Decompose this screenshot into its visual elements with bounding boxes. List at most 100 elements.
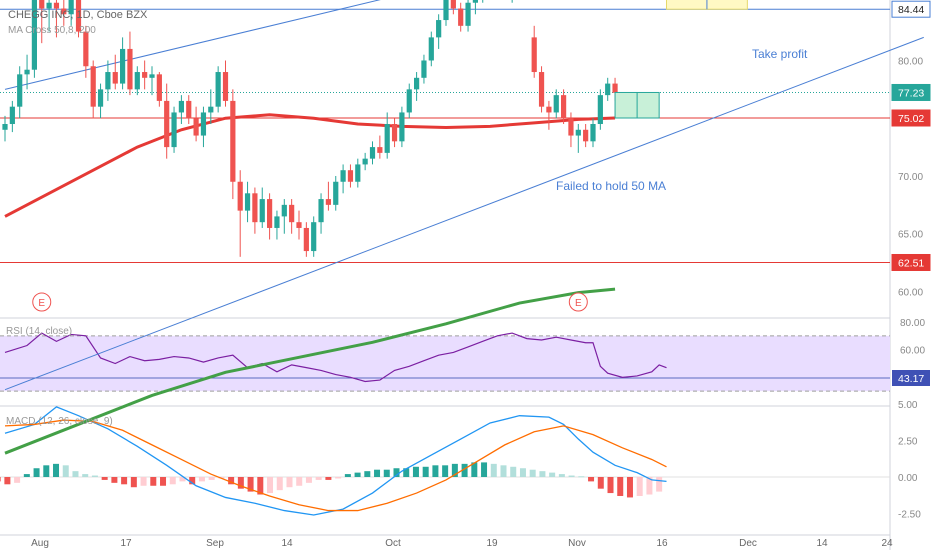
failed-hold-label: Failed to hold 50 MA bbox=[556, 179, 666, 193]
x-tick-label: 24 bbox=[881, 538, 893, 549]
macd-histogram-bar bbox=[4, 477, 11, 485]
candle-body bbox=[75, 0, 82, 32]
macd-histogram-bar bbox=[296, 477, 303, 486]
chart-title: CHEGG INC, 1D, Cboe BZX bbox=[8, 9, 148, 21]
candle-body bbox=[127, 48, 133, 90]
macd-histogram-bar bbox=[471, 462, 478, 477]
ma-legend-label: MA Cross 50,8, 200 bbox=[8, 25, 96, 36]
x-tick-label: Nov bbox=[568, 538, 586, 549]
macd-tick-label: -2.50 bbox=[898, 510, 921, 521]
candle-body bbox=[53, 2, 60, 9]
macd-histogram-bar bbox=[344, 474, 351, 477]
macd-histogram-bar bbox=[62, 465, 69, 477]
macd-tick-label: 5.00 bbox=[898, 400, 918, 411]
candle-body bbox=[575, 129, 581, 136]
candle-body bbox=[17, 74, 23, 107]
rsi-line bbox=[4, 332, 667, 383]
macd-histogram-bar bbox=[286, 477, 293, 488]
price-label: 77.23 bbox=[898, 87, 924, 99]
candle-body bbox=[83, 31, 89, 67]
candle-body bbox=[340, 170, 346, 182]
trend-line bbox=[4, 36, 924, 391]
y-tick-label: 80.00 bbox=[898, 56, 923, 67]
candle-body bbox=[605, 83, 611, 96]
candle-body bbox=[164, 100, 170, 148]
candle-body bbox=[46, 2, 52, 9]
candle-body bbox=[531, 37, 537, 73]
macd-histogram-bar bbox=[267, 477, 274, 494]
candle-body bbox=[612, 83, 618, 93]
candle-body bbox=[583, 129, 589, 142]
macd-histogram-bar bbox=[422, 466, 429, 477]
y-tick-label: 70.00 bbox=[898, 172, 923, 183]
macd-histogram-bar bbox=[607, 477, 614, 494]
macd-histogram-bar bbox=[33, 468, 40, 477]
candle-body bbox=[406, 89, 412, 113]
macd-histogram-bar bbox=[111, 477, 118, 483]
macd-histogram-bar bbox=[150, 477, 157, 486]
candle-body bbox=[208, 106, 214, 113]
macd-histogram-bar bbox=[101, 477, 108, 480]
earnings-marker-label: E bbox=[38, 298, 45, 309]
macd-histogram-bar bbox=[500, 465, 507, 477]
x-tick-label: Sep bbox=[206, 538, 224, 549]
macd-histogram-bar bbox=[160, 477, 167, 486]
macd-histogram-bar bbox=[393, 468, 400, 477]
rsi-legend-label: RSI (14, close) bbox=[6, 326, 72, 337]
macd-histogram-bar bbox=[247, 477, 254, 492]
candle-body bbox=[39, 0, 45, 9]
candle-body bbox=[333, 181, 339, 205]
candle-body bbox=[428, 37, 434, 61]
candle-body bbox=[222, 72, 229, 101]
candle-body bbox=[2, 124, 8, 130]
candle-body bbox=[362, 158, 368, 165]
candle-body bbox=[443, 0, 449, 21]
axis-layer: 80.0075.0070.0065.0060.0090.1484.4477.23… bbox=[31, 0, 931, 549]
macd-histogram-bar bbox=[364, 471, 371, 477]
macd-histogram-bar bbox=[335, 477, 342, 479]
macd-histogram-bar bbox=[257, 477, 264, 495]
macd-histogram-bar bbox=[0, 477, 1, 482]
candle-body bbox=[311, 222, 317, 252]
candle-body bbox=[156, 74, 162, 101]
candle-body bbox=[178, 100, 184, 113]
candle-body bbox=[31, 0, 37, 70]
macd-histogram-bar bbox=[325, 477, 332, 480]
macd-histogram-bar bbox=[14, 477, 21, 483]
candle-body bbox=[318, 199, 324, 223]
macd-histogram-bar bbox=[403, 468, 410, 477]
candle-body bbox=[200, 112, 207, 136]
candle-body bbox=[68, 0, 74, 15]
macd-signal-line bbox=[4, 419, 667, 512]
rsi-value-box bbox=[892, 370, 930, 386]
macd-histogram-bar bbox=[305, 477, 312, 483]
macd-histogram-bar bbox=[121, 477, 128, 485]
candle-body bbox=[355, 164, 361, 182]
candle-body bbox=[9, 106, 15, 125]
grid-layer bbox=[0, 0, 891, 550]
trend-line bbox=[4, 0, 381, 90]
candle-body bbox=[112, 72, 118, 84]
candle-body bbox=[296, 222, 302, 228]
macd-histogram-bar bbox=[23, 474, 30, 477]
candle-body bbox=[421, 60, 427, 78]
candle-body bbox=[142, 72, 148, 78]
macd-histogram-bar bbox=[461, 463, 468, 477]
candle-body bbox=[252, 193, 258, 223]
macd-histogram-bar bbox=[354, 472, 361, 477]
macd-histogram-bar bbox=[451, 463, 458, 477]
candle-body bbox=[90, 66, 96, 107]
x-tick-label: Oct bbox=[385, 538, 401, 549]
candle-body bbox=[105, 72, 111, 90]
macd-histogram-bar bbox=[169, 477, 176, 485]
candle-body bbox=[561, 95, 567, 119]
earnings-marker bbox=[32, 292, 52, 312]
macd-histogram-bar bbox=[519, 468, 526, 477]
macd-histogram-bar bbox=[189, 477, 196, 485]
rsi-panel bbox=[0, 332, 890, 392]
y-tick-label: 65.00 bbox=[898, 230, 923, 241]
price-label-box bbox=[891, 253, 931, 271]
x-tick-label: 14 bbox=[816, 538, 828, 549]
candle-body bbox=[120, 48, 126, 84]
